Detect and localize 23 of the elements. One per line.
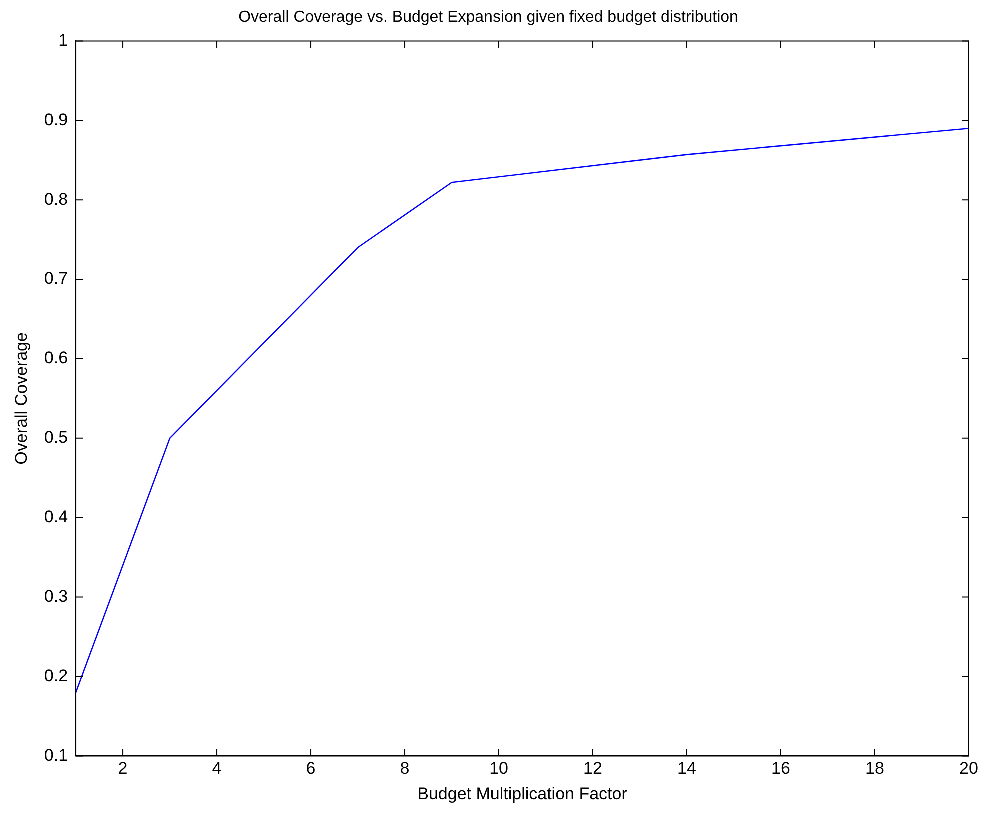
x-tick-label: 10 [490, 759, 508, 778]
x-tick-label: 12 [584, 759, 602, 778]
x-tick-label: 6 [306, 759, 316, 778]
y-axis-title: Overall Coverage [12, 332, 31, 465]
y-tick-label: 0.1 [44, 746, 68, 765]
y-tick-label: 0.8 [44, 190, 68, 209]
y-tick-label: 0.2 [44, 666, 68, 686]
chart-title: Overall Coverage vs. Budget Expansion given fixed budget distribution [238, 9, 738, 26]
y-tick-label: 1 [58, 30, 68, 50]
y-tick-label: 0.4 [44, 508, 68, 527]
y-tick-label: 0.9 [44, 110, 68, 130]
x-tick-label: 14 [678, 759, 696, 778]
y-tick-label: 0.3 [44, 587, 68, 606]
y-tick-label: 0.5 [44, 428, 68, 448]
x-tick-label: 18 [866, 759, 884, 778]
x-tick-label: 16 [772, 759, 790, 778]
x-tick-label: 8 [400, 759, 410, 778]
y-tick-label: 0.6 [44, 348, 68, 368]
x-axis-title: Budget Multiplication Factor [418, 784, 628, 804]
x-tick-label: 4 [212, 759, 222, 778]
y-tick-label: 0.7 [44, 269, 68, 288]
x-tick-label: 20 [960, 759, 978, 778]
x-tick-label: 2 [118, 759, 128, 778]
